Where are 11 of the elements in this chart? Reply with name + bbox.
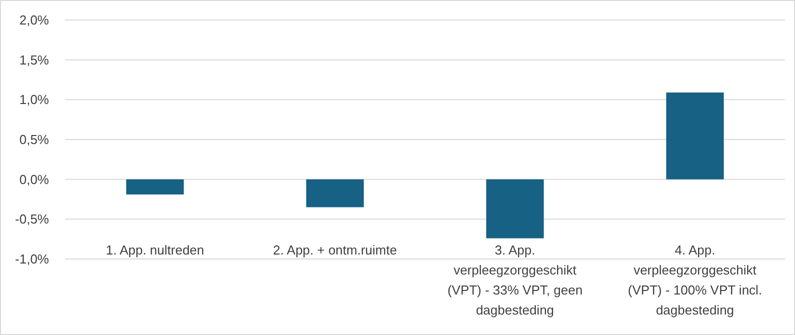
y-tick-label: -1,0% xyxy=(15,252,50,267)
x-tick-label: 1. App. nultreden xyxy=(106,242,204,258)
y-tick-label: 0,5% xyxy=(19,132,50,148)
y-tick-label: 2,0% xyxy=(19,12,50,28)
x-tick-label: 3. App. verpleegzorggeschikt (VPT) - 33% VPT, geen dagbesteding xyxy=(447,242,583,318)
x-tick-label: 4. App. verpleegzorggeschikt (VPT) - 100% VPT incl. dagbesteding xyxy=(628,242,762,318)
y-tick-label: 0,0% xyxy=(19,172,50,187)
y-tick-label: 1,5% xyxy=(19,52,50,68)
y-tick-label: 1,0% xyxy=(19,92,50,108)
y-tick-label: -0,5% xyxy=(15,212,50,227)
x-tick-label: 2. App. + ontm.ruimte xyxy=(273,242,397,258)
